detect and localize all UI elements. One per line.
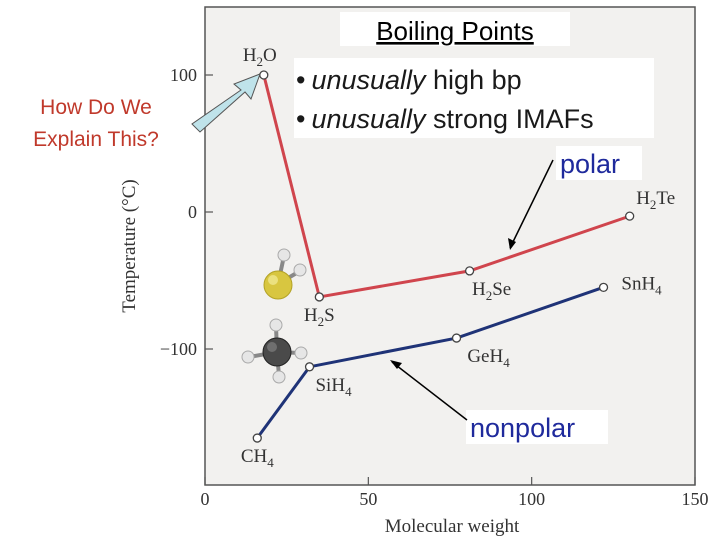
point-label: H2S xyxy=(304,305,335,329)
nonpolar-pointer xyxy=(391,361,468,421)
point-label: GeH4 xyxy=(467,346,510,370)
chart-title: Boiling Points xyxy=(376,16,534,46)
nonpolar-series-line xyxy=(256,285,605,439)
point-label: H2Se xyxy=(472,279,511,303)
question-line-2: Explain This? xyxy=(33,128,159,151)
bullet-2-rest: strong IMAFs xyxy=(426,104,594,134)
point-label: SiH4 xyxy=(315,375,352,399)
x-tick-label: 100 xyxy=(518,489,545,509)
data-point xyxy=(314,292,324,302)
ch4-molecule-model xyxy=(241,318,308,384)
polar-pointer-head xyxy=(508,238,516,250)
data-point xyxy=(304,362,315,372)
point-label: H2O xyxy=(243,45,277,69)
x-axis-ticks: 0 50 100 150 xyxy=(201,477,709,509)
bullet-1: • unusually high bp xyxy=(296,65,522,95)
h2s-molecule-model xyxy=(263,248,307,300)
bullets-backing xyxy=(294,58,654,138)
data-point xyxy=(259,70,269,80)
data-point xyxy=(598,282,609,293)
nonpolar-label: nonpolar xyxy=(470,413,575,443)
nonpolar-label-backing xyxy=(466,410,608,444)
bullet-2: • unusually strong IMAFs xyxy=(296,104,594,134)
y-tick-label: −100 xyxy=(160,339,197,359)
y-tick-label: 0 xyxy=(188,202,197,222)
polar-series-line xyxy=(262,74,631,299)
x-axis-label: Molecular weight xyxy=(385,516,520,537)
point-label: H2Te xyxy=(636,188,675,212)
data-point xyxy=(252,433,262,443)
y-axis-label: Temperature (°C) xyxy=(119,179,140,312)
point-label: SnH4 xyxy=(621,273,662,297)
polar-label: polar xyxy=(560,149,620,179)
question-line-1: How Do We xyxy=(40,96,152,119)
bullet-2-emph: unusually xyxy=(311,104,427,134)
data-point xyxy=(464,266,475,276)
polar-pointer xyxy=(509,159,554,249)
series-layer: H2O H2S H2Se H2Te CH4 SiH4 GeH4 SnH4 xyxy=(241,45,675,470)
point-label: CH4 xyxy=(241,446,274,470)
bullet-1-rest: high bp xyxy=(426,65,522,95)
x-tick-label: 50 xyxy=(359,489,377,509)
title-backing xyxy=(340,12,570,46)
nonpolar-pointer-head xyxy=(390,360,402,369)
x-tick-label: 150 xyxy=(682,489,709,509)
x-tick-label: 0 xyxy=(201,489,210,509)
data-point xyxy=(451,333,462,343)
polar-label-backing xyxy=(556,146,642,180)
y-axis-ticks: 100 0 −100 xyxy=(160,65,213,359)
data-point xyxy=(625,211,635,221)
y-tick-label: 100 xyxy=(170,65,197,85)
bullet-1-emph: unusually xyxy=(311,65,427,95)
callout-arrow xyxy=(191,73,261,133)
